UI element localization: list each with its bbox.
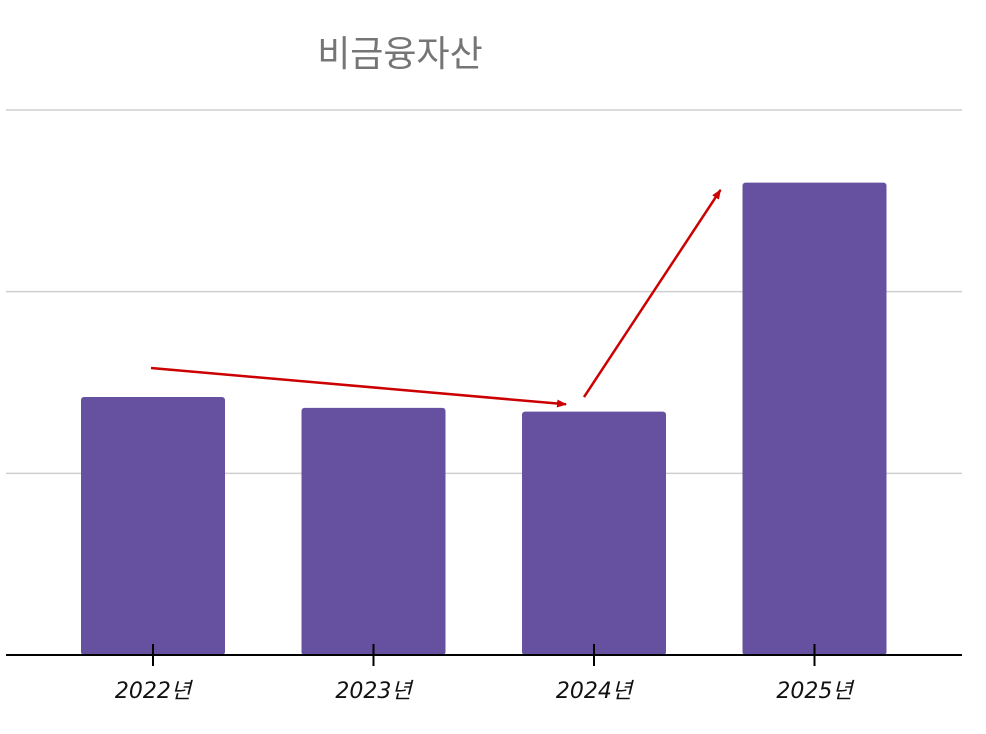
bars: [81, 182, 887, 655]
trend-arrow: [150, 366, 567, 408]
trend-arrow: [582, 189, 722, 398]
x-tick-label: 2025년: [776, 679, 855, 704]
bar-2022년: [81, 397, 225, 655]
x-tick-label: 2023년: [335, 679, 414, 704]
x-axis-tick-labels: 2022년 2023년 2024년 2025년: [115, 679, 855, 704]
x-axis: [6, 644, 962, 666]
trend-arrows: [150, 189, 722, 408]
bar-2023년: [301, 407, 446, 655]
bar-2024년: [522, 411, 666, 655]
bar-2025년: [742, 182, 887, 655]
x-tick-label: 2024년: [556, 679, 635, 704]
x-tick-label: 2022년: [115, 679, 194, 704]
chart-title: 비금융자산: [317, 34, 483, 75]
